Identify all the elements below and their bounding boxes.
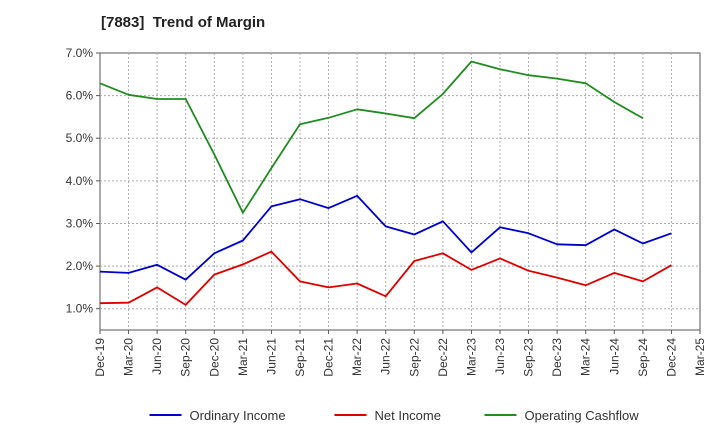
x-tick-label: Dec-23 xyxy=(550,338,564,377)
x-tick-label: Sep-21 xyxy=(293,338,307,377)
vertical-gridlines xyxy=(99,53,701,334)
horizontal-gridlines xyxy=(96,52,700,310)
legend-label-operating-cashflow: Operating Cashflow xyxy=(525,408,640,423)
x-tick-label: Dec-20 xyxy=(207,338,221,377)
x-tick-label: Jun-24 xyxy=(607,338,621,375)
legend-label-net-income: Net Income xyxy=(375,408,441,423)
legend-label-ordinary-income: Ordinary Income xyxy=(190,408,286,423)
x-tick-label: Mar-25 xyxy=(693,338,707,376)
y-tick-label: 5.0% xyxy=(66,131,94,145)
x-tick-label: Sep-20 xyxy=(179,338,193,377)
series-lines xyxy=(99,60,672,306)
x-tick-label: Jun-23 xyxy=(493,338,507,375)
x-tick-label: Mar-24 xyxy=(579,338,593,376)
y-tick-label: 3.0% xyxy=(66,216,94,230)
x-tick-label: Mar-21 xyxy=(236,338,250,376)
y-tick-label: 2.0% xyxy=(66,259,94,273)
x-tick-label: Jun-22 xyxy=(379,338,393,375)
y-tick-label: 6.0% xyxy=(66,89,94,103)
y-tick-label: 7.0% xyxy=(66,46,94,60)
x-tick-label: Dec-22 xyxy=(436,338,450,377)
x-tick-label: Dec-24 xyxy=(664,338,678,377)
x-tick-label: Sep-23 xyxy=(522,338,536,377)
y-axis-tick-labels: 1.0% 2.0% 3.0% 4.0% 5.0% 6.0% 7.0% xyxy=(66,46,94,316)
x-tick-label: Jun-21 xyxy=(264,338,278,375)
x-tick-label: Mar-20 xyxy=(122,338,136,376)
series-line-ordinary-income xyxy=(99,194,672,281)
series-line-operating-cashflow xyxy=(99,60,644,214)
y-tick-label: 4.0% xyxy=(66,174,94,188)
plot-area xyxy=(99,52,701,331)
x-tick-label: Jun-20 xyxy=(150,338,164,375)
series-line-net-income xyxy=(99,250,672,306)
y-tick-label: 1.0% xyxy=(66,302,94,316)
x-tick-label: Dec-19 xyxy=(93,338,107,377)
legend: Ordinary Income Net Income Operating Cashf… xyxy=(149,408,640,423)
chart-title: [7883] Trend of Margin xyxy=(101,14,266,31)
x-tick-label: Dec-21 xyxy=(322,338,336,377)
x-tick-label: Sep-22 xyxy=(407,338,421,377)
x-tick-label: Mar-22 xyxy=(350,338,364,376)
x-axis-tick-labels: Dec-19 Mar-20 Jun-20 Sep-20 Dec-20 Mar-21 Jun-… xyxy=(93,338,707,377)
x-tick-label: Mar-23 xyxy=(464,338,478,376)
x-tick-label: Sep-24 xyxy=(636,338,650,377)
